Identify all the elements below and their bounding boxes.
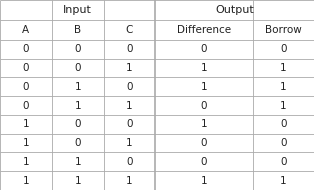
Text: 1: 1 [201, 63, 208, 73]
Text: 1: 1 [126, 176, 133, 186]
Text: 0: 0 [23, 63, 29, 73]
Text: 0: 0 [74, 138, 81, 148]
Text: 1: 1 [280, 82, 287, 92]
Text: 0: 0 [74, 119, 81, 129]
Text: 1: 1 [126, 138, 133, 148]
Text: 1: 1 [280, 101, 287, 111]
Text: 1: 1 [280, 63, 287, 73]
Text: 1: 1 [23, 157, 29, 167]
Text: Borrow: Borrow [265, 25, 302, 35]
Text: 0: 0 [280, 157, 287, 167]
Text: 1: 1 [74, 82, 81, 92]
Text: 0: 0 [280, 44, 287, 54]
Text: 1: 1 [74, 101, 81, 111]
Text: 0: 0 [126, 157, 133, 167]
Text: 1: 1 [201, 82, 208, 92]
Text: 0: 0 [23, 44, 29, 54]
Text: B: B [74, 25, 81, 35]
Text: 0: 0 [280, 119, 287, 129]
Text: 0: 0 [201, 101, 207, 111]
Text: Difference: Difference [177, 25, 231, 35]
Text: 1: 1 [23, 138, 29, 148]
Text: Input: Input [63, 5, 92, 15]
Text: 0: 0 [201, 157, 207, 167]
Text: 1: 1 [126, 63, 133, 73]
Text: 0: 0 [74, 63, 81, 73]
Text: C: C [126, 25, 133, 35]
Text: 1: 1 [126, 101, 133, 111]
Text: 0: 0 [23, 101, 29, 111]
Text: 1: 1 [23, 176, 29, 186]
Text: A: A [22, 25, 30, 35]
Text: 1: 1 [280, 176, 287, 186]
Text: 1: 1 [23, 119, 29, 129]
Text: 0: 0 [74, 44, 81, 54]
Text: 0: 0 [126, 119, 133, 129]
Text: 0: 0 [201, 44, 207, 54]
Text: Output: Output [215, 5, 254, 15]
Text: 1: 1 [74, 176, 81, 186]
Text: 1: 1 [74, 157, 81, 167]
Text: 0: 0 [126, 82, 133, 92]
Text: 0: 0 [280, 138, 287, 148]
Text: 0: 0 [23, 82, 29, 92]
Text: 1: 1 [201, 119, 208, 129]
Text: 0: 0 [201, 138, 207, 148]
Text: 1: 1 [201, 176, 208, 186]
Text: 0: 0 [126, 44, 133, 54]
